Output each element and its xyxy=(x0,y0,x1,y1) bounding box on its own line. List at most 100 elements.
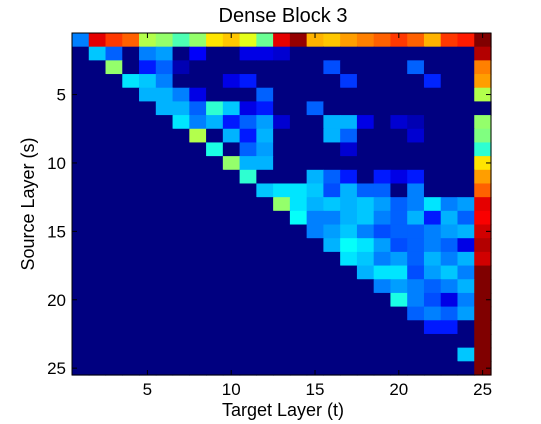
heatmap-cell xyxy=(139,33,157,48)
heatmap-cell xyxy=(222,347,241,362)
heatmap-cell xyxy=(356,156,375,171)
heatmap-cell xyxy=(88,238,107,253)
heatmap-cell xyxy=(423,361,442,376)
heatmap-cell xyxy=(155,156,174,171)
heatmap-cell xyxy=(474,156,492,171)
heatmap-cell xyxy=(423,87,442,102)
heatmap-cell xyxy=(323,279,341,294)
heatmap-cell xyxy=(122,33,140,48)
heatmap-cell xyxy=(122,265,140,280)
heatmap-cell xyxy=(356,238,375,253)
heatmap-cell xyxy=(373,279,392,294)
heatmap-cell xyxy=(139,128,157,144)
heatmap-cell xyxy=(139,347,157,362)
heatmap-cell xyxy=(139,224,157,239)
heatmap-cell xyxy=(122,224,140,239)
heatmap-cell xyxy=(340,169,358,185)
heatmap-cell xyxy=(323,306,341,321)
heatmap-cell xyxy=(105,251,123,267)
heatmap-cell xyxy=(474,183,492,198)
heatmap-cell xyxy=(390,251,408,267)
heatmap-cell xyxy=(172,251,190,267)
heatmap-cell xyxy=(139,279,157,294)
heatmap-cell xyxy=(306,238,324,253)
heatmap-cell xyxy=(105,33,123,48)
heatmap-cell xyxy=(206,361,224,376)
heatmap-cell xyxy=(306,74,324,89)
heatmap-cell xyxy=(356,101,375,116)
heatmap-cell xyxy=(323,238,341,253)
heatmap-cell xyxy=(122,169,140,185)
heatmap-cell xyxy=(72,333,90,349)
heatmap-cell xyxy=(256,306,274,321)
heatmap-cell xyxy=(256,33,274,48)
heatmap-cell xyxy=(390,101,408,116)
heatmap-cell xyxy=(239,33,257,48)
heatmap-cell xyxy=(256,60,274,75)
heatmap-cell xyxy=(88,169,107,185)
heatmap-cell xyxy=(206,292,224,308)
heatmap-cell xyxy=(72,169,90,185)
heatmap-cell xyxy=(105,74,123,89)
heatmap-cell xyxy=(72,347,90,362)
heatmap-cell xyxy=(356,251,375,267)
heatmap-cell xyxy=(139,142,157,157)
heatmap-cell xyxy=(172,279,190,294)
heatmap-cell xyxy=(340,210,358,226)
heatmap-cell xyxy=(222,46,241,61)
heatmap-cell xyxy=(72,238,90,253)
heatmap-cell xyxy=(373,115,392,130)
heatmap-cell xyxy=(390,142,408,157)
heatmap-cell xyxy=(172,238,190,253)
heatmap-cell xyxy=(222,361,241,376)
heatmap-cell xyxy=(289,74,308,89)
heatmap-cell xyxy=(323,197,341,212)
heatmap-cell xyxy=(289,183,308,198)
heatmap-cell xyxy=(72,33,90,48)
heatmap-cell xyxy=(256,128,274,144)
heatmap-cell xyxy=(155,279,174,294)
heatmap-cell xyxy=(88,101,107,116)
heatmap-cell xyxy=(189,306,207,321)
heatmap-cell xyxy=(440,197,459,212)
heatmap-cell xyxy=(390,292,408,308)
heatmap-cell xyxy=(256,183,274,198)
heatmap-cell xyxy=(139,292,157,308)
heatmap-cell xyxy=(340,183,358,198)
heatmap-cell xyxy=(172,87,190,102)
heatmap-cell xyxy=(390,74,408,89)
heatmap-cell xyxy=(373,169,392,185)
heatmap-cell xyxy=(88,156,107,171)
heatmap-cell xyxy=(289,238,308,253)
heatmap-cell xyxy=(189,320,207,335)
heatmap-cell xyxy=(239,251,257,267)
heatmap-cell xyxy=(139,183,157,198)
heatmap-cell xyxy=(390,224,408,239)
heatmap-cell xyxy=(139,238,157,253)
heatmap-cell xyxy=(222,142,241,157)
heatmap-cell xyxy=(122,347,140,362)
heatmap-cell xyxy=(407,183,425,198)
heatmap-cell xyxy=(122,197,140,212)
heatmap-cell xyxy=(323,183,341,198)
heatmap-cell xyxy=(256,115,274,130)
heatmap-cell xyxy=(423,74,442,89)
heatmap-cell xyxy=(189,60,207,75)
heatmap-cell xyxy=(206,87,224,102)
heatmap-cell xyxy=(155,251,174,267)
heatmap-cell xyxy=(206,115,224,130)
heatmap-cell xyxy=(273,197,291,212)
heatmap-cell xyxy=(72,46,90,61)
heatmap-cell xyxy=(440,101,459,116)
heatmap-cell xyxy=(323,74,341,89)
heatmap-cell xyxy=(373,210,392,226)
heatmap-cell xyxy=(306,33,324,48)
heatmap-cell xyxy=(289,169,308,185)
heatmap-cell xyxy=(440,265,459,280)
x-tick-label: 10 xyxy=(222,380,241,399)
heatmap-cell xyxy=(356,183,375,198)
heatmap-cell xyxy=(457,292,475,308)
heatmap-cell xyxy=(222,169,241,185)
heatmap-cell xyxy=(407,251,425,267)
heatmap-cell xyxy=(155,101,174,116)
